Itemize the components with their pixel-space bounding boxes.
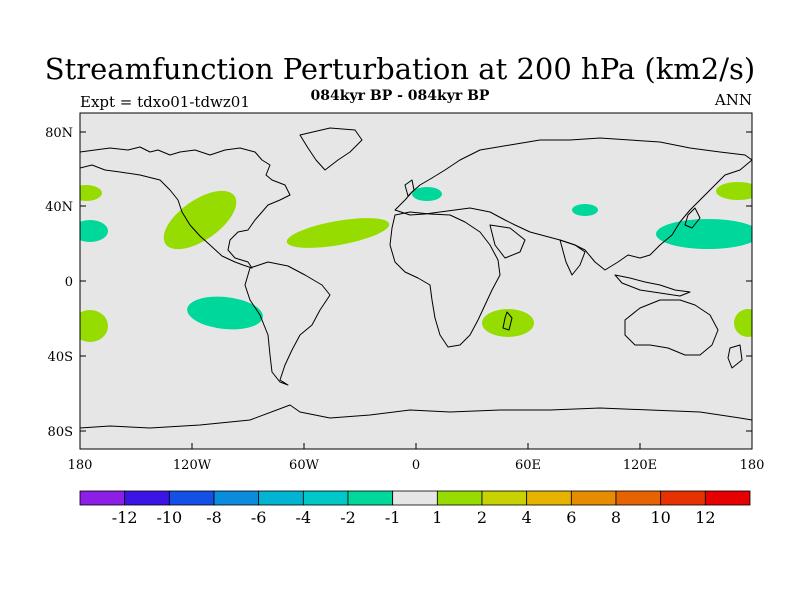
coast-eurasia	[394, 137, 752, 271]
lat-tick-label: 40S	[48, 350, 73, 365]
colorbar-labels: -12 -10 -8 -6 -4 -2 -1 1 2 4 6 8 10 12	[112, 508, 716, 527]
colorbar-label: 10	[650, 508, 670, 527]
colorbar-swatch	[436, 490, 483, 506]
lon-tick-label: 120W	[173, 458, 212, 473]
colorbar-label: -10	[156, 508, 182, 527]
colorbar-label: 6	[566, 508, 576, 527]
lon-tick-label: 60E	[515, 458, 541, 473]
neg-2-south-pacific	[187, 296, 263, 330]
pos-2-north-pacific-east	[716, 182, 752, 200]
colorbar-label: -8	[206, 508, 222, 527]
colorbar-swatch	[213, 490, 260, 506]
coast-antarctica	[80, 404, 752, 429]
lat-tick-label: 80S	[48, 425, 73, 440]
coast-australia	[624, 299, 719, 356]
pos-2-south-pacific-east	[734, 309, 752, 337]
colorbar-swatch	[302, 490, 349, 506]
colorbar-swatch	[79, 490, 126, 506]
map-background	[80, 113, 752, 449]
lon-tick-label: 60W	[289, 458, 320, 473]
coast-india	[559, 239, 586, 276]
lon-tick-label: 0	[412, 458, 420, 473]
coast-japan	[684, 207, 701, 229]
coast-north-america	[80, 146, 291, 269]
colorbar-label: 12	[695, 508, 715, 527]
neg-2-east-pacific-north	[80, 220, 108, 242]
contour-fill-layer	[80, 182, 752, 342]
colorbar-label: -2	[340, 508, 356, 527]
neg-2-west-pacific	[656, 219, 752, 249]
coast-indonesia	[614, 274, 691, 297]
colorbar-label: -12	[112, 508, 138, 527]
colorbar-swatch	[704, 490, 751, 506]
lat-tick-label: 0	[65, 275, 73, 290]
pos-2-north-america	[163, 190, 237, 250]
coast-africa	[389, 211, 501, 348]
pos-2-atlantic	[286, 218, 390, 248]
season-label: ANN	[714, 91, 752, 109]
lat-axis	[80, 131, 752, 432]
coast-arabia	[489, 224, 526, 259]
experiment-label: Expt = tdxo01-tdwz01	[80, 93, 250, 111]
coast-greenland	[299, 127, 363, 171]
colorbar-swatch	[526, 490, 572, 506]
lat-tick-label: 40N	[45, 200, 73, 215]
coast-new-zealand	[727, 344, 743, 369]
map-title: Streamfunction Perturbation at 200 hPa (…	[44, 52, 756, 86]
neg-2-central-asia	[572, 204, 598, 216]
map-subtitle: 084kyr BP - 084kyr BP	[310, 88, 490, 104]
colorbar-label: 4	[522, 508, 532, 527]
colorbar-swatch	[570, 490, 617, 506]
coast-south-america	[244, 261, 331, 386]
coastlines	[80, 127, 752, 429]
lat-tick-labels: 80N 40N 0 40S 80S	[45, 126, 73, 440]
lon-tick-label: 180	[68, 458, 93, 473]
colorbar-label: 8	[611, 508, 621, 527]
lon-tick-label: 180	[740, 458, 765, 473]
pos-2-madagascar	[482, 309, 534, 337]
lon-tick-label: 120E	[623, 458, 657, 473]
coast-british-isles	[404, 179, 415, 197]
neg-2-europe	[412, 187, 442, 201]
colorbar-swatch	[615, 490, 662, 506]
colorbar-swatch	[392, 490, 438, 506]
colorbar-label: -1	[385, 508, 401, 527]
colorbar-swatch	[124, 490, 170, 506]
colorbar	[79, 490, 751, 506]
colorbar-label: 2	[477, 508, 487, 527]
colorbar-swatch	[347, 490, 394, 506]
coast-madagascar	[502, 311, 513, 331]
colorbar-swatch	[481, 490, 528, 506]
colorbar-label: -4	[296, 508, 312, 527]
pos-2-south-pacific-west	[80, 310, 108, 342]
colorbar-swatch	[258, 490, 304, 506]
colorbar-swatch	[168, 490, 215, 506]
lon-axis	[191, 443, 641, 449]
lat-tick-label: 80N	[45, 126, 73, 141]
lon-tick-labels: 180 120W 60W 0 60E 120E 180	[68, 458, 765, 473]
colorbar-label: 1	[432, 508, 442, 527]
colorbar-label: -6	[251, 508, 267, 527]
colorbar-swatch	[660, 490, 706, 506]
pos-2-north-pacific-west	[80, 185, 102, 201]
